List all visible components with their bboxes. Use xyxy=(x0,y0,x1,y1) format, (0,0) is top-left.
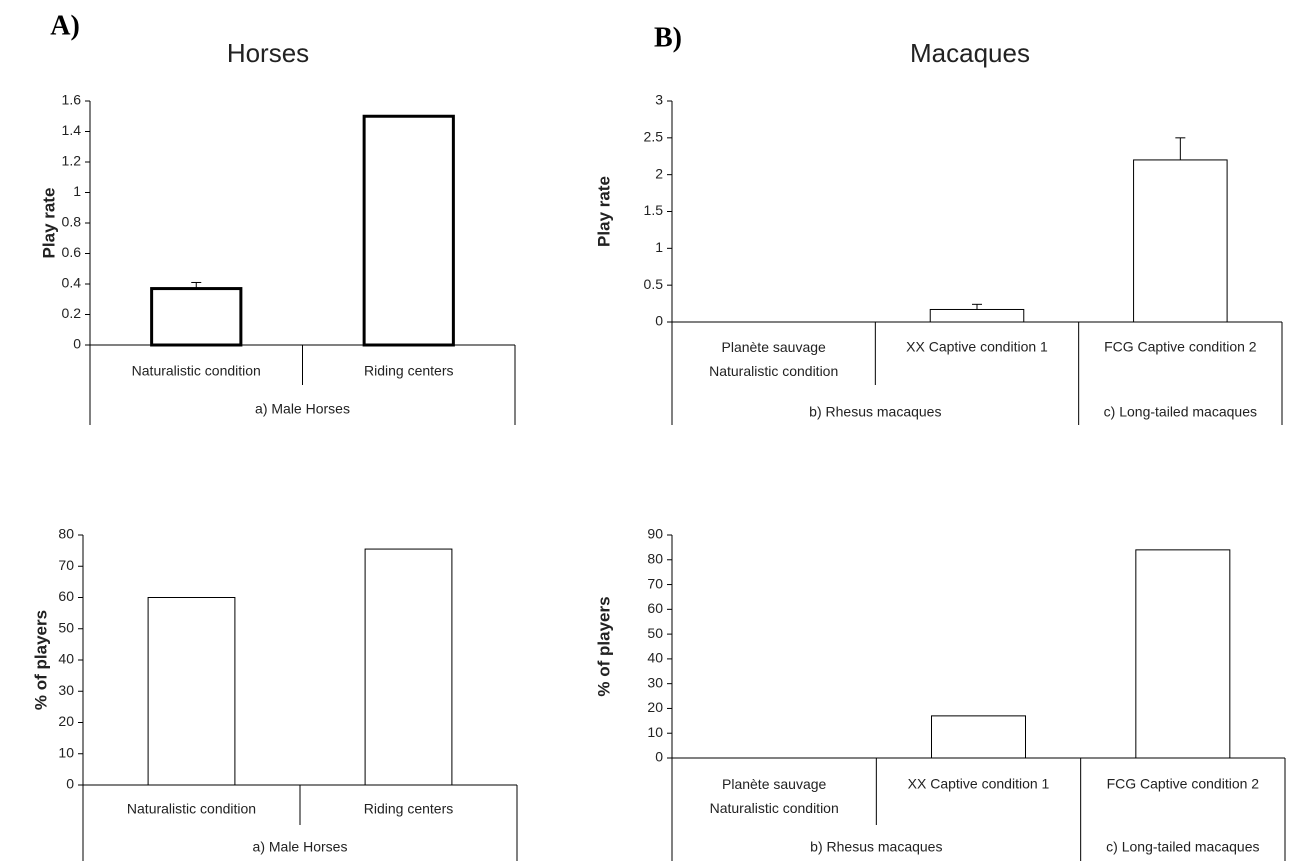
error-bar xyxy=(972,303,982,310)
y-tick-label: 1 xyxy=(655,239,663,255)
bar xyxy=(931,715,1026,759)
y-tick-label: 80 xyxy=(58,526,74,542)
bar xyxy=(150,287,243,347)
y-tick-label: 1.6 xyxy=(62,92,82,108)
x-tick-label: XX Captive condition 1 xyxy=(908,776,1050,792)
y-tick-label: 70 xyxy=(647,575,663,591)
group-label: a) Male Horses xyxy=(255,401,350,417)
y-tick-label: 3 xyxy=(655,92,663,108)
error-bar xyxy=(1175,137,1186,160)
y-tick-label: 0.4 xyxy=(62,275,82,291)
y-tick-label: 20 xyxy=(58,713,74,729)
y-tick-label: 30 xyxy=(647,674,663,690)
y-tick-label: 0.2 xyxy=(62,305,82,321)
y-tick-label: 0 xyxy=(655,313,663,329)
y-tick-label: 0 xyxy=(73,336,81,352)
x-tick-label: Naturalistic condition xyxy=(127,801,256,817)
y-tick-label: 1.2 xyxy=(62,153,82,169)
y-tick-label: 40 xyxy=(647,650,663,666)
y-tick-label: 1.5 xyxy=(644,202,664,218)
x-tick-label: Riding centers xyxy=(364,801,454,817)
group-label: c) Long-tailed macaques xyxy=(1106,839,1259,855)
bar xyxy=(362,114,455,347)
y-tick-label: 10 xyxy=(58,744,74,760)
y-tick-label: 60 xyxy=(58,588,74,604)
group-label: c) Long-tailed macaques xyxy=(1104,404,1257,420)
y-tick-label: 1 xyxy=(73,183,81,199)
y-tick-label: 0.5 xyxy=(644,276,664,292)
y-axis-label: Play rate xyxy=(594,176,613,247)
x-tick-label: FCG Captive condition 2 xyxy=(1107,776,1260,792)
y-tick-label: 0.8 xyxy=(62,214,82,230)
y-tick-label: 2.5 xyxy=(644,129,664,145)
y-tick-label: 60 xyxy=(647,600,663,616)
bar xyxy=(1135,549,1231,759)
chart-title: Horses xyxy=(227,38,309,68)
y-tick-label: 20 xyxy=(647,699,663,715)
y-axis-label: Play rate xyxy=(39,188,58,259)
y-tick-label: 0 xyxy=(66,776,74,792)
x-tick-label: FCG Captive condition 2 xyxy=(1104,339,1257,355)
bar xyxy=(364,548,453,786)
y-tick-label: 0 xyxy=(655,749,663,765)
bar xyxy=(147,597,236,786)
y-tick-label: 2 xyxy=(655,165,663,181)
error-bar xyxy=(191,281,202,289)
panel-label: A) xyxy=(50,10,80,41)
x-tick-label: Naturalistic condition xyxy=(132,363,261,379)
y-tick-label: 30 xyxy=(58,682,74,698)
group-label: b) Rhesus macaques xyxy=(810,839,942,855)
y-tick-label: 0.6 xyxy=(62,244,82,260)
y-tick-label: 10 xyxy=(647,724,663,740)
y-tick-label: 80 xyxy=(647,550,663,566)
y-tick-label: 70 xyxy=(58,557,74,573)
panel-label: B) xyxy=(654,22,682,53)
chart-title: Macaques xyxy=(910,38,1030,68)
y-tick-label: 50 xyxy=(647,625,663,641)
bar xyxy=(1133,159,1228,323)
x-tick-label: Riding centers xyxy=(364,363,454,379)
x-tick-label: XX Captive condition 1 xyxy=(906,339,1048,355)
y-tick-label: 50 xyxy=(58,619,74,635)
group-label: b) Rhesus macaques xyxy=(809,404,941,420)
y-tick-label: 1.4 xyxy=(62,122,82,138)
x-tick-label: Planète sauvage Naturalistic condition xyxy=(710,776,839,816)
y-tick-label: 90 xyxy=(647,526,663,542)
x-tick-label: Planète sauvage Naturalistic condition xyxy=(709,339,838,379)
group-label: a) Male Horses xyxy=(253,839,348,855)
y-axis-label: % of players xyxy=(31,610,50,710)
bar xyxy=(929,308,1025,323)
y-tick-label: 40 xyxy=(58,651,74,667)
y-axis-label: % of players xyxy=(594,596,613,696)
